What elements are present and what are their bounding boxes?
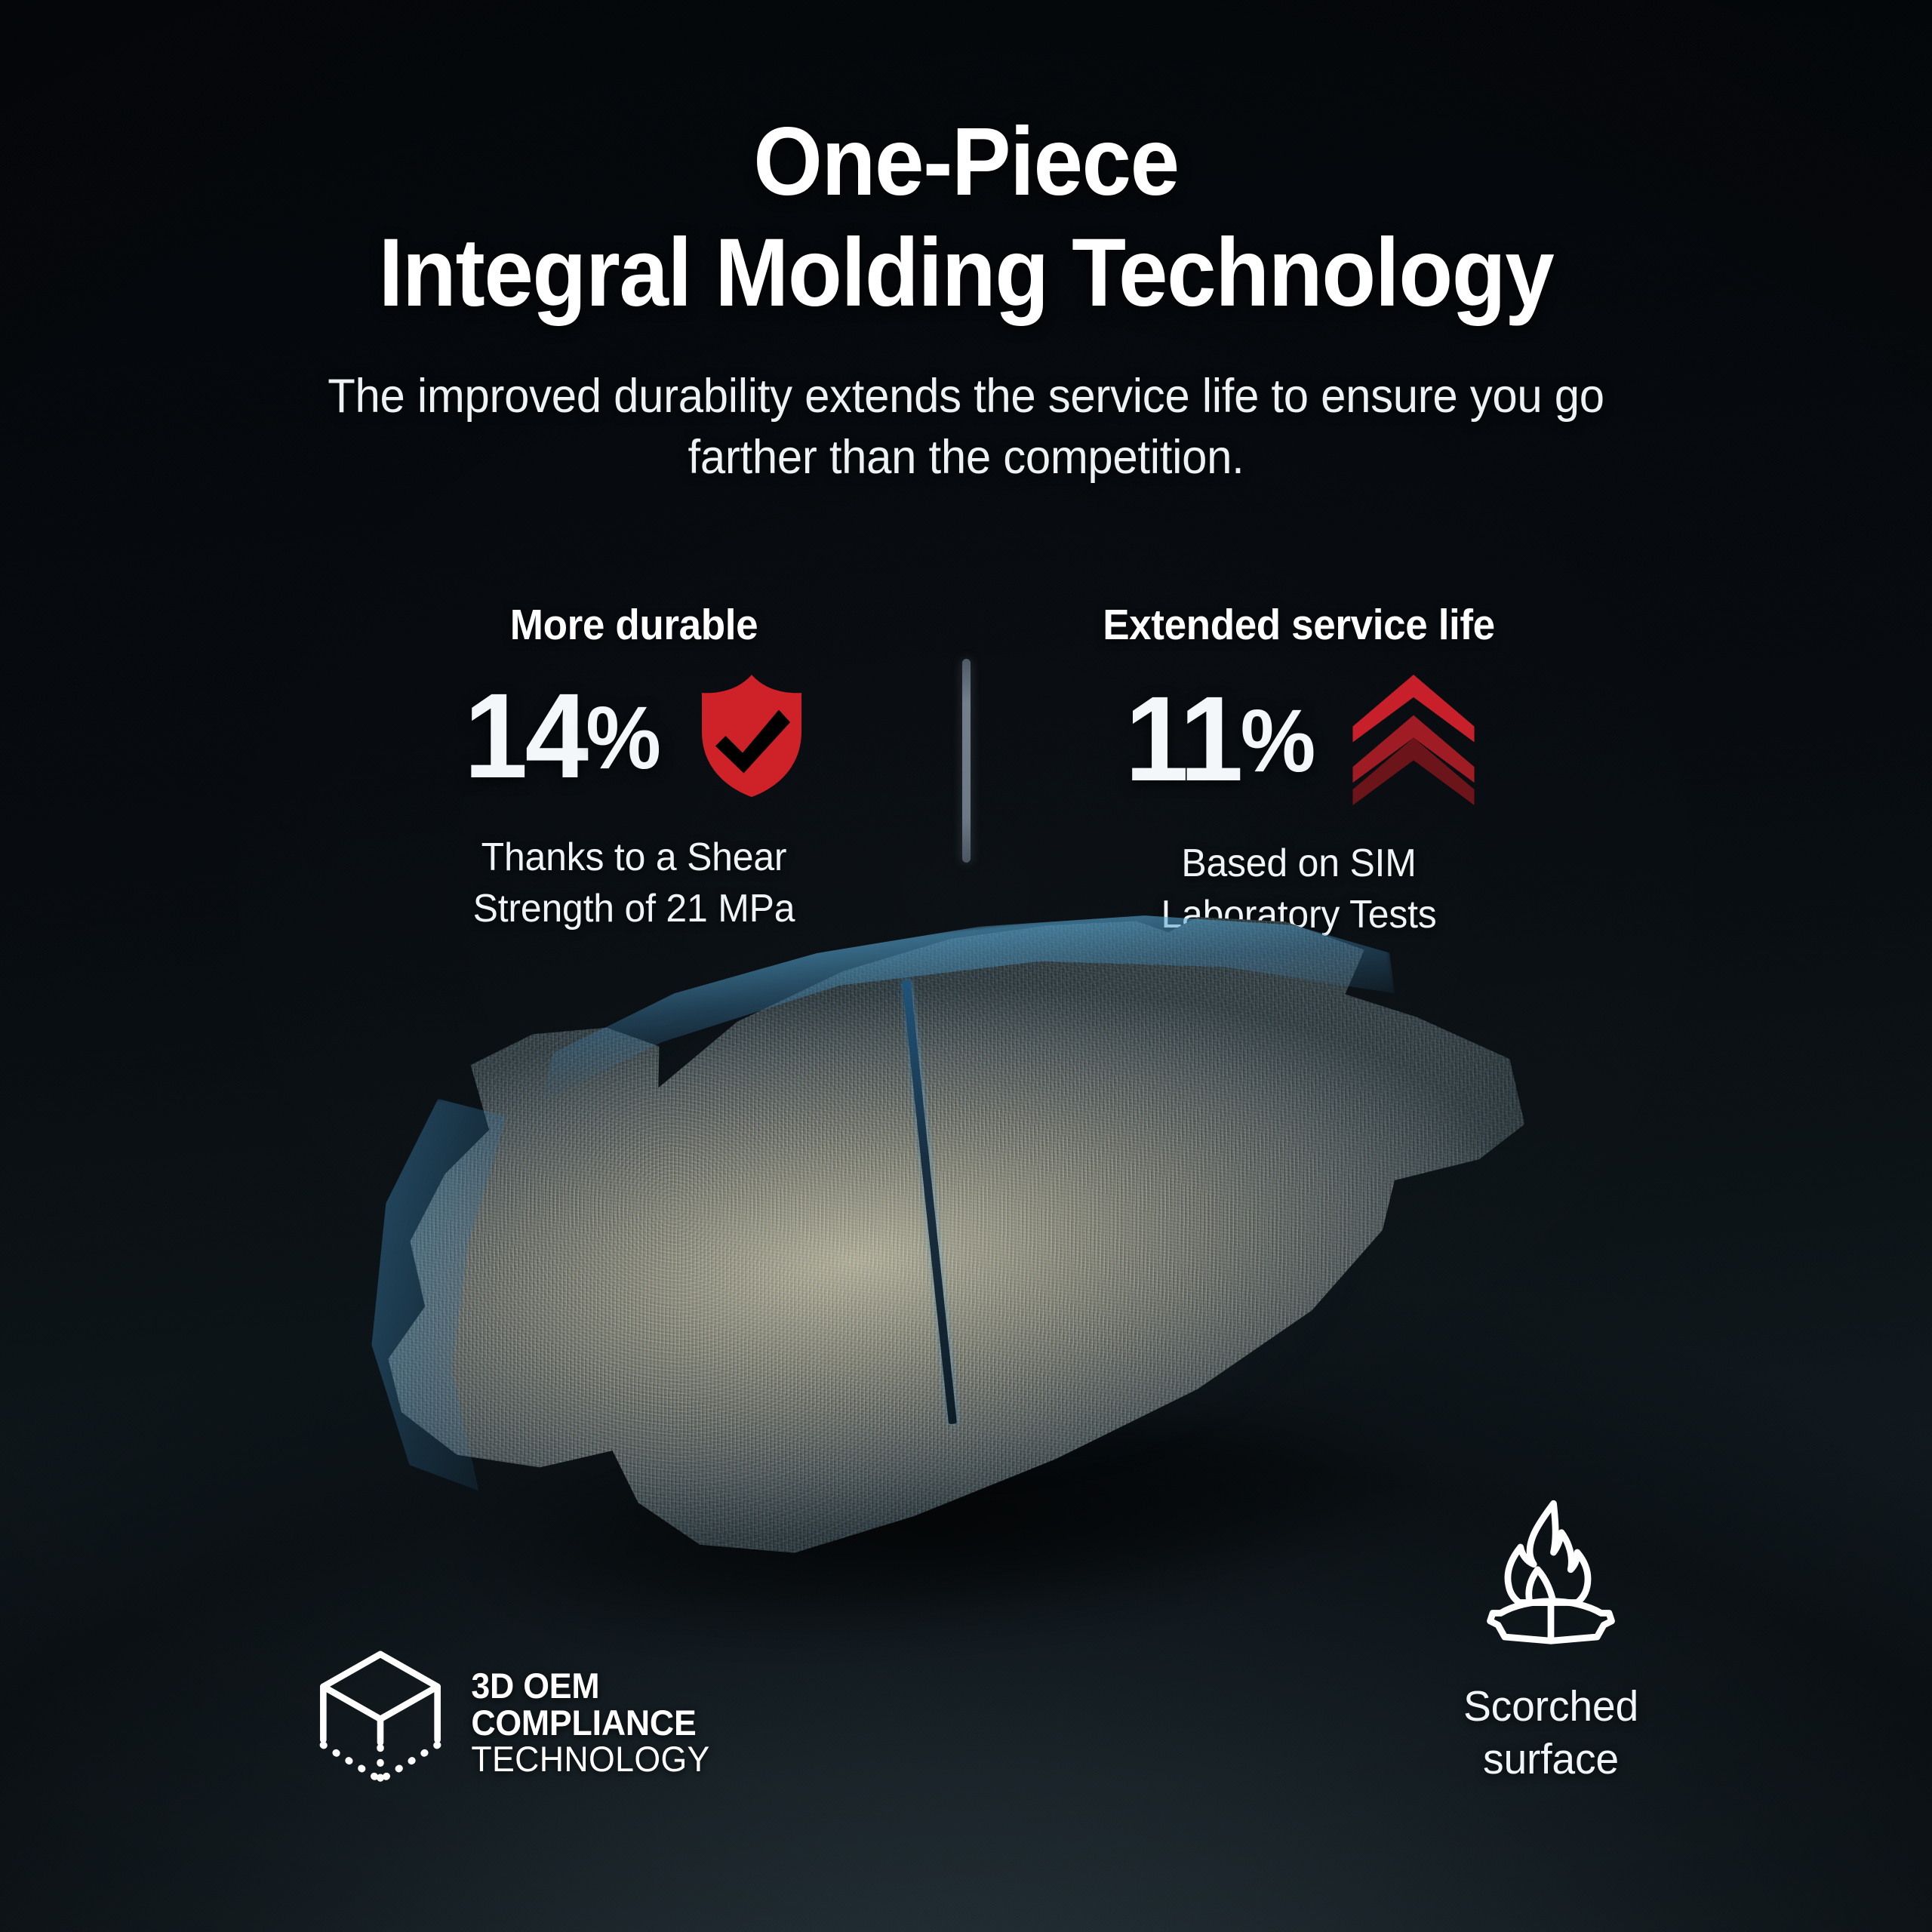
stats-row: More durable 14% Thanks to a Shear Stren…	[0, 600, 1932, 940]
stat-number: 11	[1125, 671, 1244, 806]
product-image-brake-pad	[268, 940, 1619, 1737]
stat-number: 14	[463, 668, 589, 803]
badge-3d-oem-compliance: 3D OEM COMPLIANCE TECHNOLOGY	[315, 1649, 716, 1797]
shield-check-icon	[701, 675, 801, 797]
flame-over-brake-pad-icon	[1487, 1500, 1615, 1644]
stats-divider	[961, 659, 971, 863]
stat-note: Thanks to a Shear Strength of 21 MPa	[318, 832, 949, 934]
stat-note-line-1: Based on SIM	[1180, 841, 1417, 885]
badge-scorched-label: Scorched surface	[1397, 1681, 1704, 1786]
stat-value: 11%	[1125, 678, 1316, 799]
stat-value-row: 14%	[306, 672, 962, 799]
page-subtitle: The improved durability extends the serv…	[328, 370, 1604, 484]
stat-value: 14%	[464, 675, 661, 796]
badge-scorched-surface: Scorched surface	[1392, 1498, 1709, 1786]
badge-line-2: surface	[1483, 1734, 1619, 1783]
title-line-2: Integral Molding Technology	[378, 218, 1555, 327]
brake-pad	[273, 878, 1583, 1606]
badge-line-2: COMPLIANCE	[471, 1702, 697, 1743]
stat-extended-service-life: Extended service life 11% Based on SIM L…	[971, 600, 1627, 940]
title-line-1: One-Piece	[753, 108, 1180, 216]
stat-heading: More durable	[509, 601, 758, 649]
badge-line-3: TECHNOLOGY	[471, 1739, 710, 1780]
badge-line-1: Scorched	[1463, 1682, 1639, 1730]
stat-value-row: 11%	[971, 672, 1627, 805]
badge-line-1: 3D OEM	[471, 1666, 600, 1706]
badge-3d-oem-label: 3D OEM COMPLIANCE TECHNOLOGY	[471, 1666, 710, 1780]
page-title: One-Piece Integral Molding Technology	[77, 112, 1854, 327]
isometric-cube-icon	[319, 1651, 441, 1786]
header-block: One-Piece Integral Molding Technology Th…	[0, 112, 1932, 488]
stat-percent-symbol: %	[1241, 691, 1316, 791]
stat-note-line-2: Strength of 21 MPa	[472, 887, 795, 931]
stat-percent-symbol: %	[586, 688, 661, 788]
stat-more-durable: More durable 14% Thanks to a Shear Stren…	[306, 600, 962, 934]
triple-chevron-up-icon	[1352, 674, 1475, 805]
stat-heading: Extended service life	[1102, 601, 1495, 649]
stat-note-line-1: Thanks to a Shear	[481, 835, 786, 879]
